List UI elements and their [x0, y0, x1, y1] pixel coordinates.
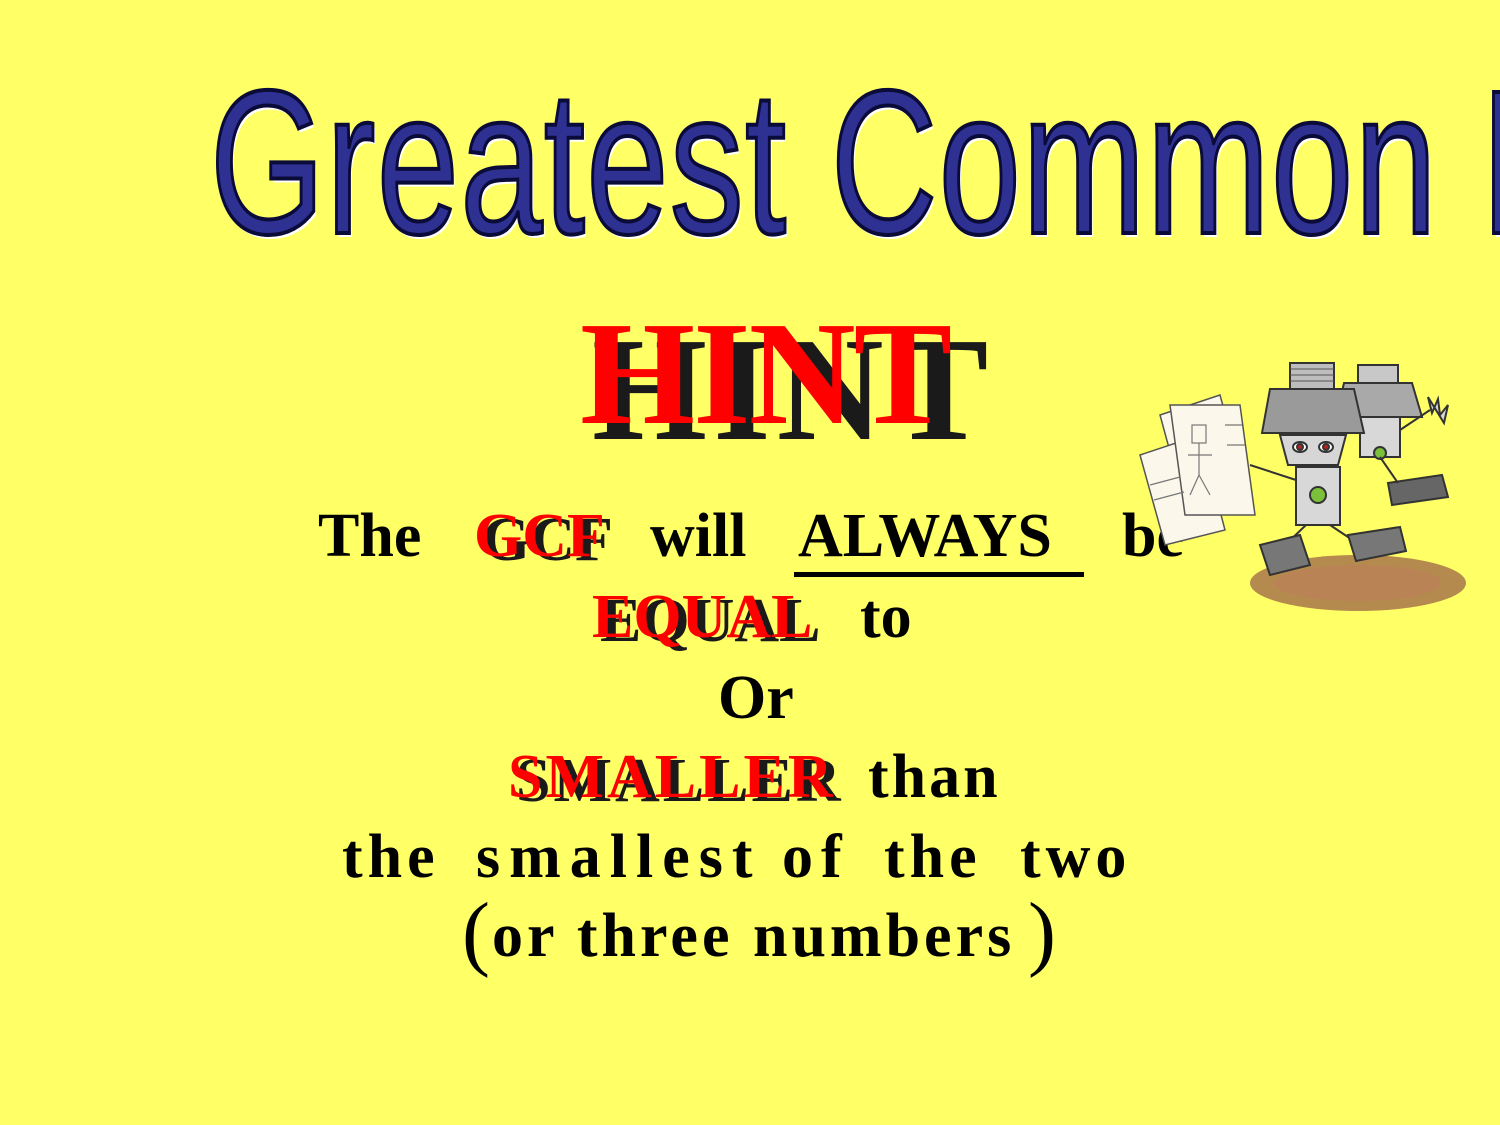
word-than: than	[868, 743, 1001, 811]
or-three-numbers: or three numbers	[492, 902, 1016, 970]
word-the-3: the	[884, 823, 982, 891]
close-paren: )	[1028, 886, 1060, 979]
word-always: ALWAYS	[798, 502, 1052, 570]
word-smaller: SMALLER SMALLER	[508, 743, 844, 815]
title-word-greatest: Greatest	[209, 48, 788, 277]
word-or: Or	[718, 664, 794, 732]
title-word-factor: Factor	[1480, 48, 1500, 277]
word-to: to	[860, 583, 912, 651]
hint-heading: HINT HINT	[580, 292, 988, 464]
slide-title: GreatestCommonFactor	[209, 58, 1500, 267]
word-the-2: the	[342, 823, 440, 891]
word-of: of	[782, 823, 850, 891]
word-will: will	[650, 502, 747, 570]
word-smallest: smallest	[476, 823, 762, 891]
always-underline	[794, 572, 1084, 577]
word-the: The	[318, 502, 422, 570]
open-paren: (	[462, 886, 494, 979]
word-equal: EQUAL EQUAL	[592, 583, 821, 655]
word-two: two	[1020, 823, 1132, 891]
hint-shadow: HINT	[592, 308, 995, 472]
word-gcf: GCF GCF	[474, 502, 613, 574]
title-word-common: Common	[829, 48, 1439, 277]
robot-illustration	[1139, 362, 1466, 611]
hint-text: HINT	[580, 292, 952, 456]
